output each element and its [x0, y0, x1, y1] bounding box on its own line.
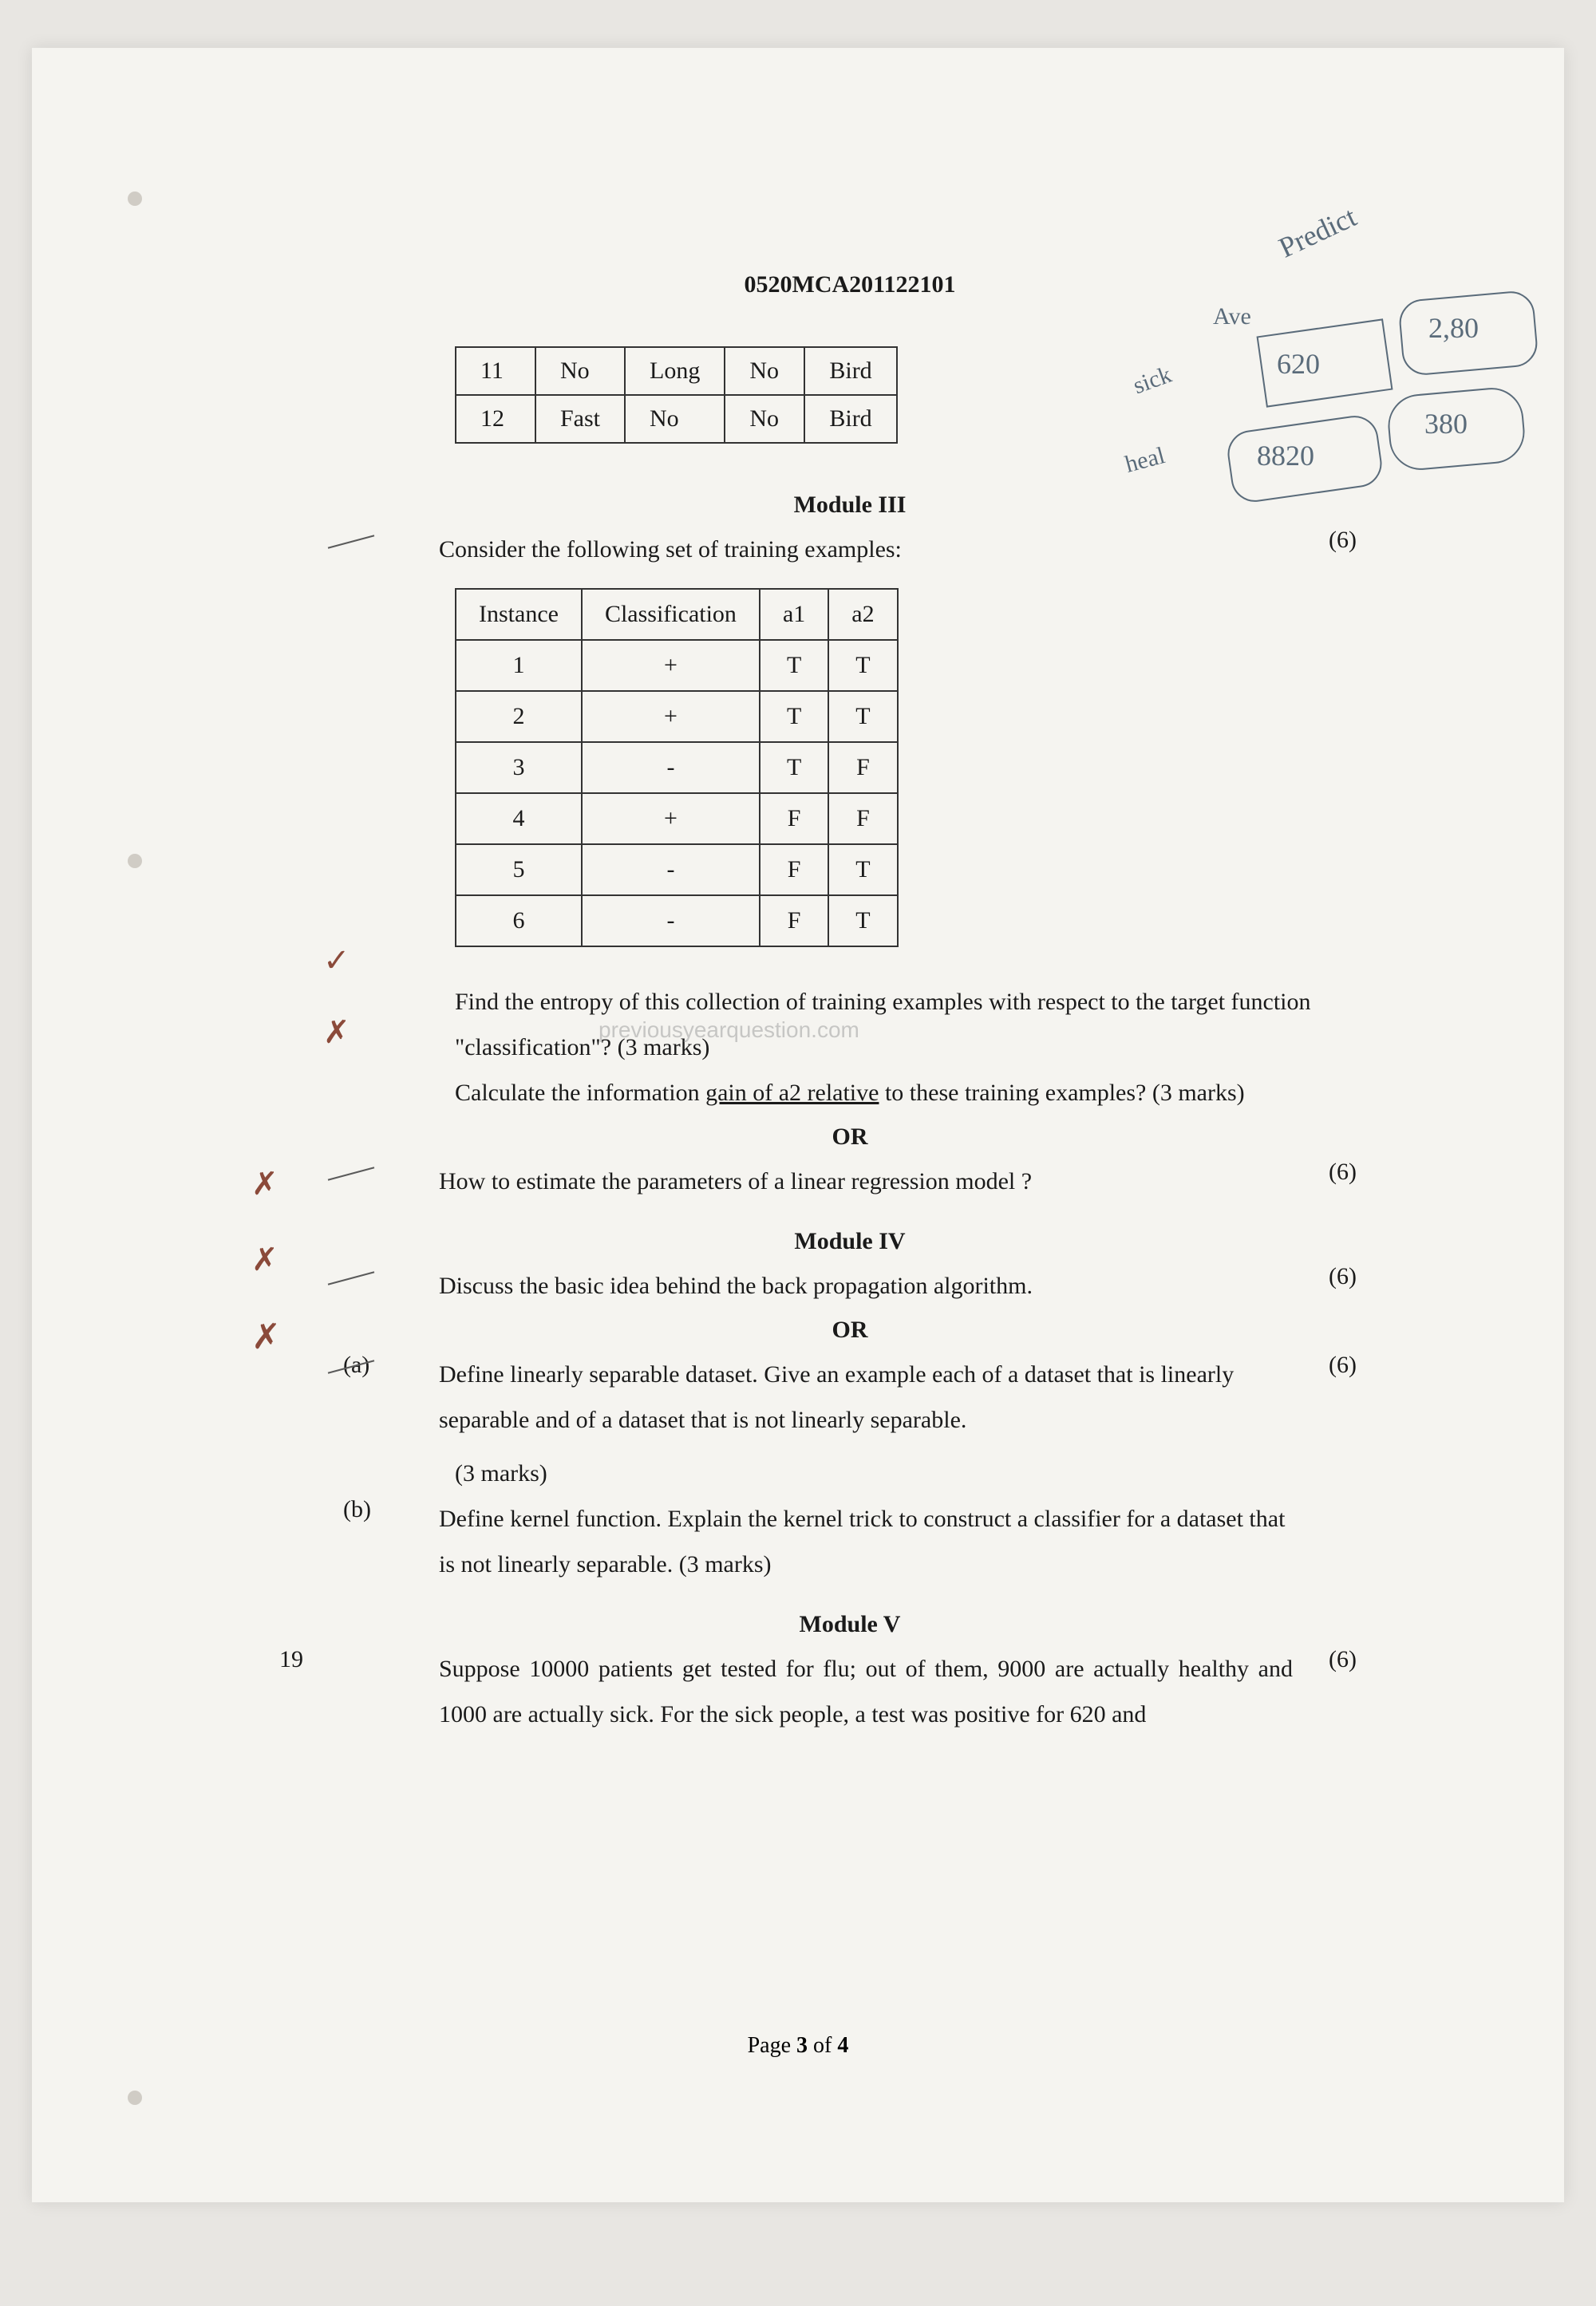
table-row: 4+FF	[456, 793, 898, 844]
table-cell: No	[725, 395, 804, 443]
table-header: Instance	[456, 589, 582, 640]
handwriting-val3: 380	[1424, 407, 1468, 440]
content-area: 0520MCA201122101 11NoLongNoBird12FastNoN…	[32, 48, 1564, 1825]
table-cell: T	[760, 742, 828, 793]
handwriting-ave: Ave	[1213, 303, 1251, 330]
data-table-1: 11NoLongNoBird12FastNoNoBird	[455, 346, 898, 444]
annotation-q17: ✗	[251, 1241, 279, 1278]
table-cell: F	[828, 742, 897, 793]
or-1: OR	[343, 1123, 1357, 1151]
table-cell: T	[760, 640, 828, 691]
annotation-q15a: ✓	[323, 942, 350, 979]
table-cell: F	[760, 895, 828, 946]
table-row: 6-FT	[456, 895, 898, 946]
table-header: a2	[828, 589, 897, 640]
q15b-suffix: to these training examples? (3 marks)	[879, 1080, 1244, 1106]
q18a-text: Define linearly separable dataset. Give …	[439, 1352, 1293, 1443]
annotation-q16: ✗	[251, 1165, 279, 1202]
handwriting-val2: 620	[1277, 347, 1320, 381]
q19-text: Suppose 10000 patients get tested for fl…	[439, 1646, 1293, 1737]
table-row: 1+TT	[456, 640, 898, 691]
page-num-total: 4	[837, 2033, 848, 2058]
table-cell: 11	[456, 347, 535, 395]
q15-row: Consider the following set of training e…	[343, 527, 1357, 572]
or-2: OR	[343, 1317, 1357, 1344]
q15b-underline: gain of a2 relative	[705, 1080, 879, 1106]
table-cell: No	[725, 347, 804, 395]
handwriting-val1: 2,80	[1428, 311, 1479, 345]
table-cell: F	[828, 793, 897, 844]
q18b-row: (b) Define kernel function. Explain the …	[343, 1496, 1357, 1587]
page-num-current: 3	[796, 2033, 808, 2058]
table-cell: 5	[456, 844, 582, 895]
table-cell: No	[625, 395, 725, 443]
table-cell: -	[582, 844, 760, 895]
table-cell: Fast	[535, 395, 625, 443]
q15-intro: Consider the following set of training e…	[439, 527, 1293, 572]
table-cell: T	[828, 844, 897, 895]
table-cell: No	[535, 347, 625, 395]
q17-text: Discuss the basic idea behind the back p…	[439, 1263, 1293, 1309]
table-cell: 6	[456, 895, 582, 946]
q18a-marks-right: (6)	[1293, 1352, 1357, 1379]
table-row: 11NoLongNoBird	[456, 347, 897, 395]
exam-page: Predict Ave 2,80 sick 620 380 heal 8820 …	[32, 48, 1564, 2202]
table-cell: T	[828, 691, 897, 742]
module-3-heading: Module III	[343, 492, 1357, 519]
annotation-q15b: ✗	[323, 1013, 350, 1051]
table-cell: 3	[456, 742, 582, 793]
q15b-prefix: Calculate the information	[455, 1080, 705, 1106]
q17-row: Discuss the basic idea behind the back p…	[343, 1263, 1357, 1309]
table-row: 2+TT	[456, 691, 898, 742]
q16-row: How to estimate the parameters of a line…	[343, 1159, 1357, 1204]
table-cell: 2	[456, 691, 582, 742]
q18b-label: (b)	[343, 1496, 439, 1523]
table-cell: +	[582, 793, 760, 844]
q15-part-a: Find the entropy of this collection of t…	[455, 979, 1357, 1070]
table-row: 5-FT	[456, 844, 898, 895]
page-number: Page 3 of 4	[32, 2033, 1564, 2059]
table-cell: 4	[456, 793, 582, 844]
q16-text: How to estimate the parameters of a line…	[439, 1159, 1293, 1204]
table-cell: Bird	[804, 347, 896, 395]
q18a-row: (a) Define linearly separable dataset. G…	[343, 1352, 1357, 1443]
table-cell: T	[828, 895, 897, 946]
table-cell: +	[582, 640, 760, 691]
table-cell: +	[582, 691, 760, 742]
module-4-heading: Module IV	[343, 1228, 1357, 1255]
handwriting-val4: 8820	[1257, 439, 1314, 472]
table-cell: T	[828, 640, 897, 691]
table-cell: T	[760, 691, 828, 742]
table-header: Classification	[582, 589, 760, 640]
table-header: a1	[760, 589, 828, 640]
q15a-text: Find the entropy of this collection of t…	[455, 989, 1311, 1060]
q19-row: 19 Suppose 10000 patients get tested for…	[343, 1646, 1357, 1737]
q18b-text: Define kernel function. Explain the kern…	[439, 1496, 1293, 1587]
module-5-heading: Module V	[343, 1611, 1357, 1638]
q19-marks: (6)	[1293, 1646, 1357, 1673]
table-row: 3-TF	[456, 742, 898, 793]
table-cell: F	[760, 844, 828, 895]
table-row: 12FastNoNoBird	[456, 395, 897, 443]
table-cell: Bird	[804, 395, 896, 443]
watermark: previousyearquestion.com	[598, 1017, 859, 1043]
q19-number: 19	[279, 1646, 439, 1673]
training-examples-table: InstanceClassificationa1a2 1+TT2+TT3-TF4…	[455, 588, 899, 947]
annotation-q18a: ✗	[251, 1317, 281, 1357]
table-cell: F	[760, 793, 828, 844]
table-cell: -	[582, 742, 760, 793]
q17-marks: (6)	[1293, 1263, 1357, 1290]
binding-holes	[128, 48, 152, 2202]
table-cell: Long	[625, 347, 725, 395]
q18a-marks: (3 marks)	[455, 1451, 1357, 1496]
table-cell: 1	[456, 640, 582, 691]
q16-marks: (6)	[1293, 1159, 1357, 1186]
q15-marks: (6)	[1293, 527, 1357, 554]
paper-code: 0520MCA201122101	[343, 271, 1357, 298]
table-cell: -	[582, 895, 760, 946]
q18a-label: (a)	[343, 1352, 439, 1379]
table-cell: 12	[456, 395, 535, 443]
q15-part-b: Calculate the information gain of a2 rel…	[455, 1070, 1357, 1115]
